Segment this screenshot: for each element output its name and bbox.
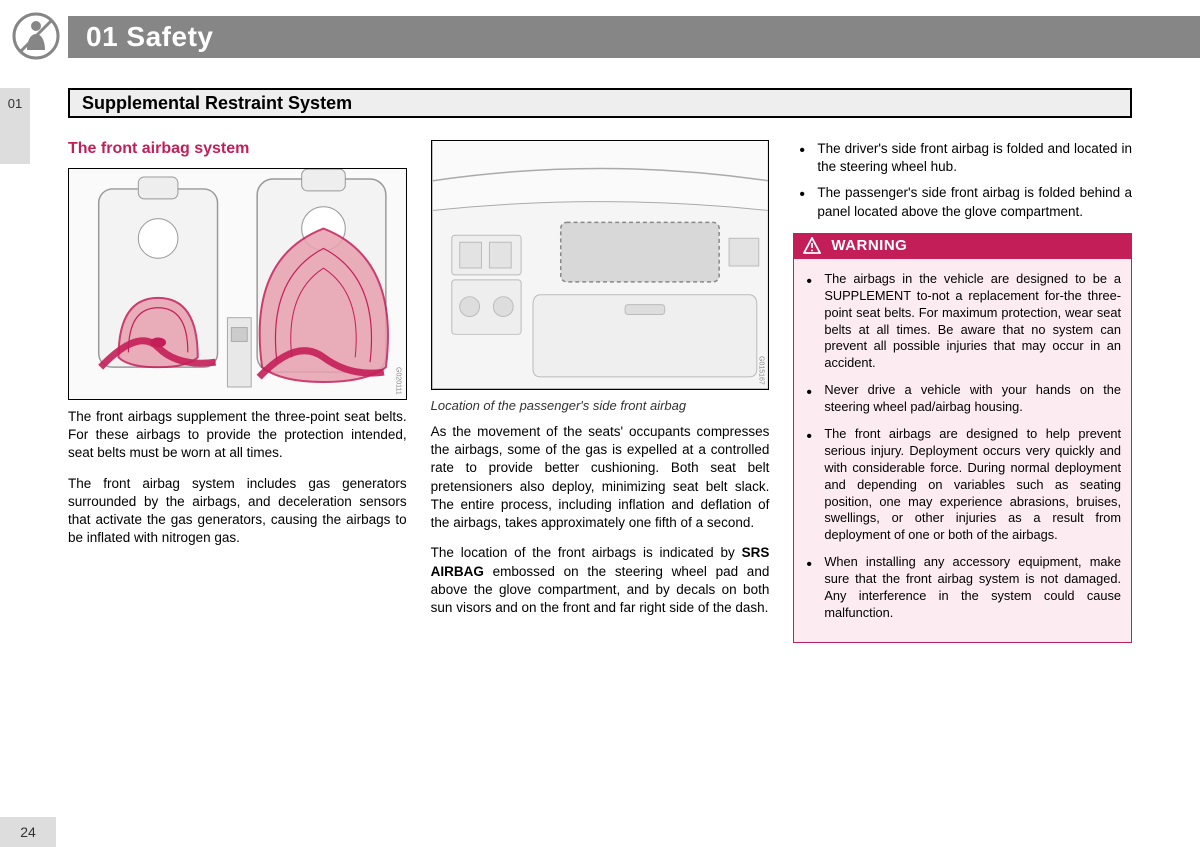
list-item: When installing any accessory equipment,… xyxy=(800,554,1121,622)
section-heading: The front airbag system xyxy=(68,140,407,158)
list-item: The front airbags are designed to help p… xyxy=(800,426,1121,544)
subheader-text: Supplemental Restraint System xyxy=(82,93,352,114)
body-text: The front airbags supplement the three-p… xyxy=(68,408,407,463)
warning-box: WARNING The airbags in the vehicle are d… xyxy=(793,233,1132,643)
warning-bullet-list: The airbags in the vehicle are designed … xyxy=(800,271,1121,622)
figure-airbag-deployment: G020111 xyxy=(68,168,407,400)
list-item: The airbags in the vehicle are designed … xyxy=(800,271,1121,372)
text: The location of the front airbags is ind… xyxy=(431,545,742,560)
bullet-list: The driver's side front airbag is folded… xyxy=(793,140,1132,221)
subheader: Supplemental Restraint System xyxy=(68,88,1132,118)
figure-caption: Location of the passenger's side front a… xyxy=(431,398,770,413)
page-number: 24 xyxy=(0,817,56,847)
seatbelt-warning-icon xyxy=(12,12,60,60)
column-1: The front airbag system xyxy=(68,140,407,797)
body-text: As the movement of the seats' occupants … xyxy=(431,423,770,532)
figure-id: G015167 xyxy=(757,356,764,385)
chapter-title: 01 Safety xyxy=(86,21,213,53)
warning-body: The airbags in the vehicle are designed … xyxy=(793,259,1132,643)
list-item: The driver's side front airbag is folded… xyxy=(793,140,1132,176)
content-columns: The front airbag system xyxy=(68,140,1132,797)
column-2: G015167 Location of the passenger's side… xyxy=(431,140,770,797)
warning-title: WARNING xyxy=(831,237,907,254)
body-text: The location of the front airbags is ind… xyxy=(431,544,770,617)
column-3: The driver's side front airbag is folded… xyxy=(793,140,1132,797)
side-tab: 01 xyxy=(0,88,30,164)
body-text: The front airbag system includes gas gen… xyxy=(68,475,407,548)
chapter-header: 01 Safety xyxy=(68,16,1200,58)
figure-dashboard: G015167 xyxy=(431,140,770,390)
list-item: The passenger's side front airbag is fol… xyxy=(793,184,1132,220)
page-number-text: 24 xyxy=(20,824,36,840)
warning-triangle-icon xyxy=(803,237,821,255)
side-tab-label: 01 xyxy=(8,96,22,111)
figure-id: G020111 xyxy=(395,367,402,395)
warning-header: WARNING xyxy=(793,233,1132,259)
list-item: Never drive a vehicle with your hands on… xyxy=(800,382,1121,416)
